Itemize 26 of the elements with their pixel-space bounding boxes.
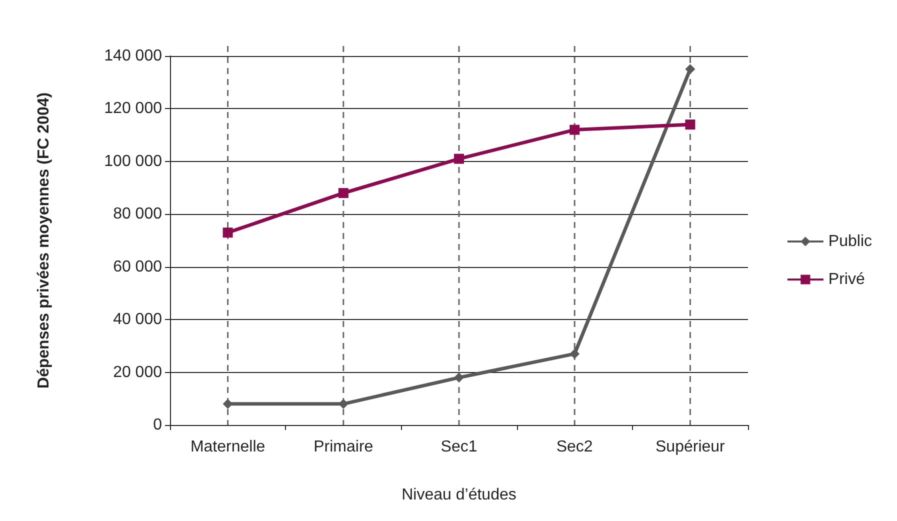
x-axis-title: Niveau d’études xyxy=(402,486,516,504)
y-tick-label: 120 000 xyxy=(104,100,162,118)
point xyxy=(570,348,580,359)
legend-label: Privé xyxy=(828,271,865,288)
x-tick-label: Primaire xyxy=(314,438,374,456)
point xyxy=(454,154,464,164)
y-tick-label: 20 000 xyxy=(113,364,162,381)
point xyxy=(338,188,348,198)
x-tick-label: Maternelle xyxy=(190,438,266,456)
point xyxy=(570,124,580,135)
point xyxy=(454,372,464,383)
point xyxy=(685,64,696,74)
point xyxy=(222,398,233,409)
y-tick-label: 80 000 xyxy=(113,206,162,223)
x-tick-label: Sec2 xyxy=(556,438,593,456)
y-tick-label: 40 000 xyxy=(113,311,162,328)
point xyxy=(685,120,696,130)
y-tick-label: 0 xyxy=(153,416,162,434)
point xyxy=(222,228,233,238)
legend-label: Public xyxy=(828,233,872,250)
y-tick-label: 140 000 xyxy=(104,48,162,64)
y-tick-label: 100 000 xyxy=(104,152,162,170)
x-tick-label: Supérieur xyxy=(656,438,726,456)
y-tick-label: 60 000 xyxy=(113,258,162,276)
x-tick-label: Sec1 xyxy=(440,438,478,456)
y-axis-title: Dépenses privées moyennes (FC 2004) xyxy=(36,92,52,389)
